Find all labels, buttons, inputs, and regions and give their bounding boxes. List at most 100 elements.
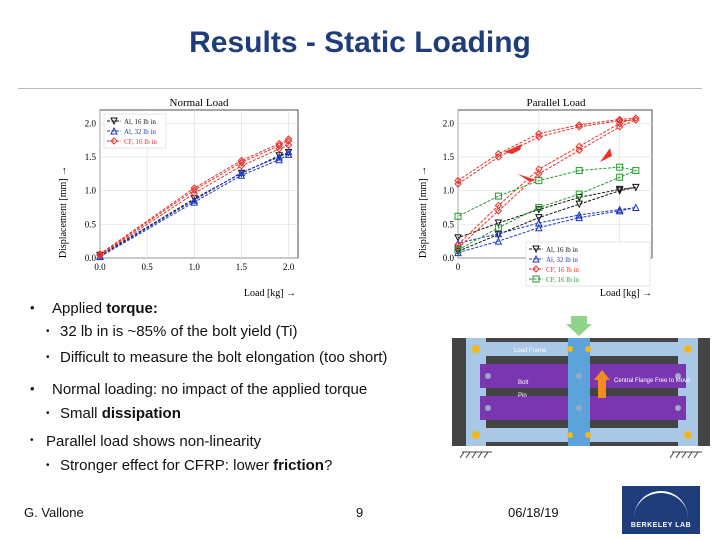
data-point (494, 150, 503, 158)
label-pin: Pin (518, 393, 527, 399)
bullet-text: Stronger effect for CFRP: lower (60, 457, 274, 474)
x-tick-label: 0.5 (142, 262, 154, 272)
pin (576, 405, 582, 411)
data-point (454, 234, 462, 242)
data-point (275, 152, 283, 160)
direction-arrow-icon (518, 174, 536, 182)
data-point (615, 185, 624, 194)
data-point (96, 250, 104, 258)
data-point (110, 137, 118, 145)
logo-text: BERKELEY LAB (630, 522, 692, 529)
data-point (494, 201, 503, 210)
sub-bullet-dissipation: Small dissipation (60, 405, 181, 422)
data-point (454, 176, 462, 185)
sub-bullet-cfrp: Stronger effect for CFRP: lower friction… (60, 457, 332, 474)
test-rig-diagram: Loads Load Frame Bolt Pin Central Flange… (452, 316, 710, 459)
pin (675, 405, 681, 411)
x-tick-label: 0.0 (94, 262, 106, 272)
plot-area: 0.0 0.5 1.0 1.5 2.0 0.0 0.5 1.0 1.5 2.0 Al, 16 lb … (85, 109, 299, 272)
data-point (237, 162, 246, 170)
data-point (532, 275, 540, 283)
data-point (615, 187, 624, 195)
data-point (494, 229, 503, 238)
data-point (632, 167, 640, 175)
bullet-dot: • (30, 435, 34, 446)
series-line (99, 138, 289, 255)
data-point (616, 173, 624, 181)
bullet-text: loading: no impact of the applied torque (100, 381, 368, 398)
bullet-bold: Normal (52, 381, 101, 398)
y-tick-label: 0.0 (85, 253, 97, 263)
data-point (575, 190, 583, 198)
data-point (454, 180, 462, 188)
direction-arrow-icon (600, 148, 612, 162)
bullet-bold: friction (273, 457, 324, 474)
data-point (615, 206, 624, 215)
corner-bolt (472, 345, 480, 353)
bullet-bold: Parallel (46, 433, 97, 450)
normal-load-chart: Normal Load Displacement [mm] → Load [kg… (58, 97, 299, 299)
data-point (575, 210, 584, 219)
data-point (532, 265, 540, 273)
footer-date: 06/18/19 (508, 505, 559, 520)
legend-frame (525, 241, 651, 287)
data-point (632, 203, 640, 212)
title-divider (18, 88, 702, 89)
bullet-parallel: Parallel load shows non-linearity (46, 433, 261, 450)
pin (485, 405, 491, 411)
ground-hatch (459, 451, 702, 459)
sub-bullet-elongation: Difficult to measure the bolt elongation… (60, 349, 388, 366)
y-tick-label: 1.5 (443, 152, 455, 162)
series-line (457, 186, 636, 252)
data-point (535, 204, 543, 212)
data-point (454, 246, 462, 254)
y-tick-label: 0.5 (443, 219, 455, 229)
data-point (535, 170, 543, 178)
slide-title: Results - Static Loading (189, 26, 531, 59)
data-point (284, 141, 293, 149)
y-axis-label: Displacement [mm] → (58, 166, 69, 258)
legend-label: CF, 16 lb in (546, 266, 579, 274)
chart-title: Normal Load (170, 97, 229, 109)
data-point (632, 114, 640, 122)
corner-bolt (684, 345, 692, 353)
y-tick-label: 1.5 (85, 152, 97, 162)
data-point (615, 115, 624, 124)
data-point (535, 165, 543, 173)
y-tick-label: 1.0 (443, 186, 455, 196)
x-tick-label: 1.5 (236, 262, 248, 272)
data-point (575, 167, 583, 175)
bullet-bold: torque: (106, 300, 158, 317)
data-point (632, 183, 640, 192)
pin (576, 373, 582, 379)
data-point (494, 219, 503, 228)
plot-frame (457, 109, 653, 259)
pin (675, 373, 681, 379)
sub-bullet-yield: 32 lb in is ~85% of the bolt yield (Ti) (60, 323, 298, 340)
data-point (284, 147, 293, 156)
data-point (575, 121, 583, 129)
direction-arrow-icon (504, 144, 522, 154)
y-tick-label: 0.0 (443, 253, 455, 263)
legend-label: Al, 32 lb in (124, 128, 156, 136)
footer-page-number: 9 (356, 505, 364, 520)
legend: Al, 16 lb in Al, 32 lb in CF, 16 lb in (103, 113, 167, 149)
data-point (190, 196, 199, 204)
x-tick-label: 1.0 (189, 262, 201, 272)
data-point (494, 237, 503, 245)
central-flange (568, 338, 590, 446)
footer-author: G. Vallone (24, 505, 84, 520)
bullet-dot: • (30, 381, 35, 396)
data-point (275, 152, 283, 161)
sub-bullet-dot: • (46, 408, 50, 419)
corner-bolt (585, 346, 591, 352)
data-point (110, 126, 118, 135)
data-point (532, 254, 540, 263)
series-line (457, 166, 638, 251)
legend-label: Al, 32 lb in (546, 256, 578, 264)
data-point (535, 177, 543, 185)
logo-arch-icon (634, 491, 688, 519)
legend-label: CF, 16 lb in (546, 276, 579, 284)
corner-bolt (684, 431, 692, 439)
data-point (532, 245, 540, 254)
